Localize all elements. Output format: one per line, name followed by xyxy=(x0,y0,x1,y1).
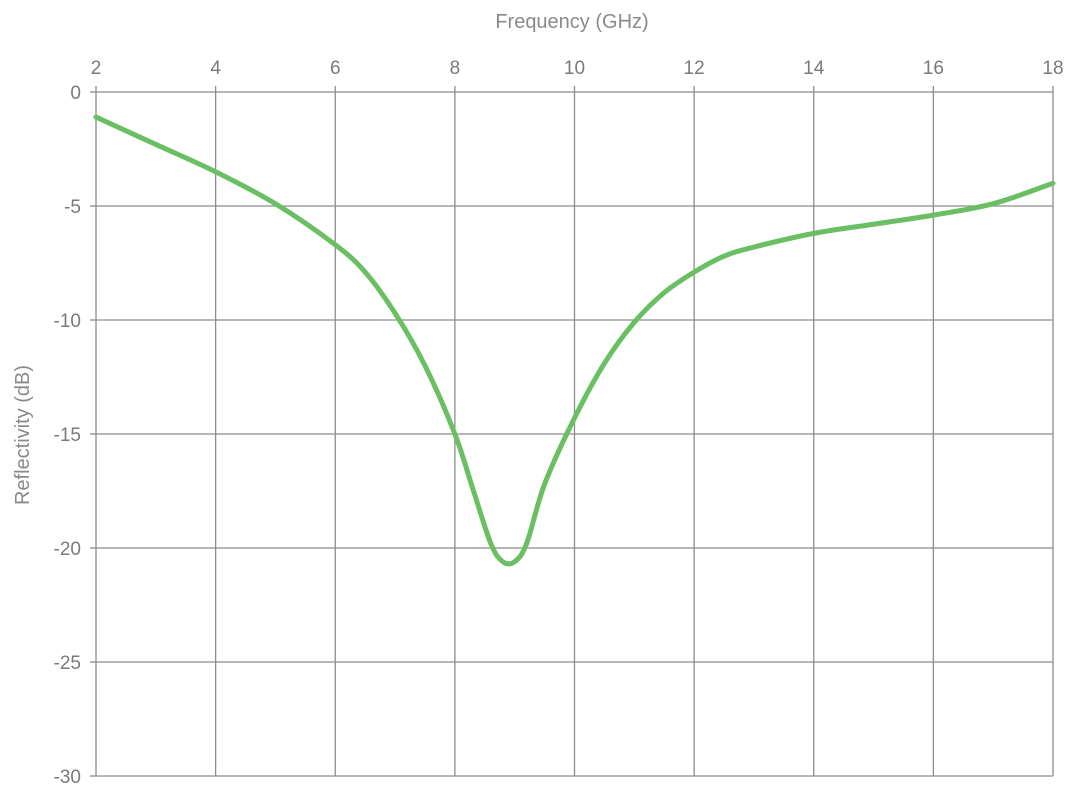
x-tick-label: 18 xyxy=(1042,58,1063,79)
series-line xyxy=(93,114,1056,567)
y-tick-label: -10 xyxy=(54,311,81,332)
y-tick-label: -20 xyxy=(54,539,81,560)
x-tick-label: 14 xyxy=(803,58,825,79)
y-axis-title: Reflectivity (dB) xyxy=(12,365,34,505)
y-tick-label: -15 xyxy=(54,425,81,446)
y-tick-label: 0 xyxy=(70,83,81,104)
y-tick-label: -5 xyxy=(64,197,81,218)
x-tick-label: 12 xyxy=(684,58,705,79)
series-layer xyxy=(93,114,1056,567)
x-tick-label: 8 xyxy=(450,58,461,79)
x-axis-title: Frequency (GHz) xyxy=(495,11,648,33)
y-tick-label: -25 xyxy=(54,653,81,674)
x-tick-label: 6 xyxy=(330,58,341,79)
x-tick-label: 10 xyxy=(564,58,585,79)
y-tick-label: -30 xyxy=(54,767,81,788)
x-tick-label: 4 xyxy=(210,58,221,79)
x-axis-ticks: 2 4 6 8 10 12 14 16 18 xyxy=(91,58,1064,92)
y-axis-ticks: 0 -5 -10 -15 -20 -25 -30 xyxy=(54,83,96,788)
grid xyxy=(95,91,1054,777)
x-tick-label: 2 xyxy=(91,58,102,79)
x-tick-label: 16 xyxy=(923,58,944,79)
